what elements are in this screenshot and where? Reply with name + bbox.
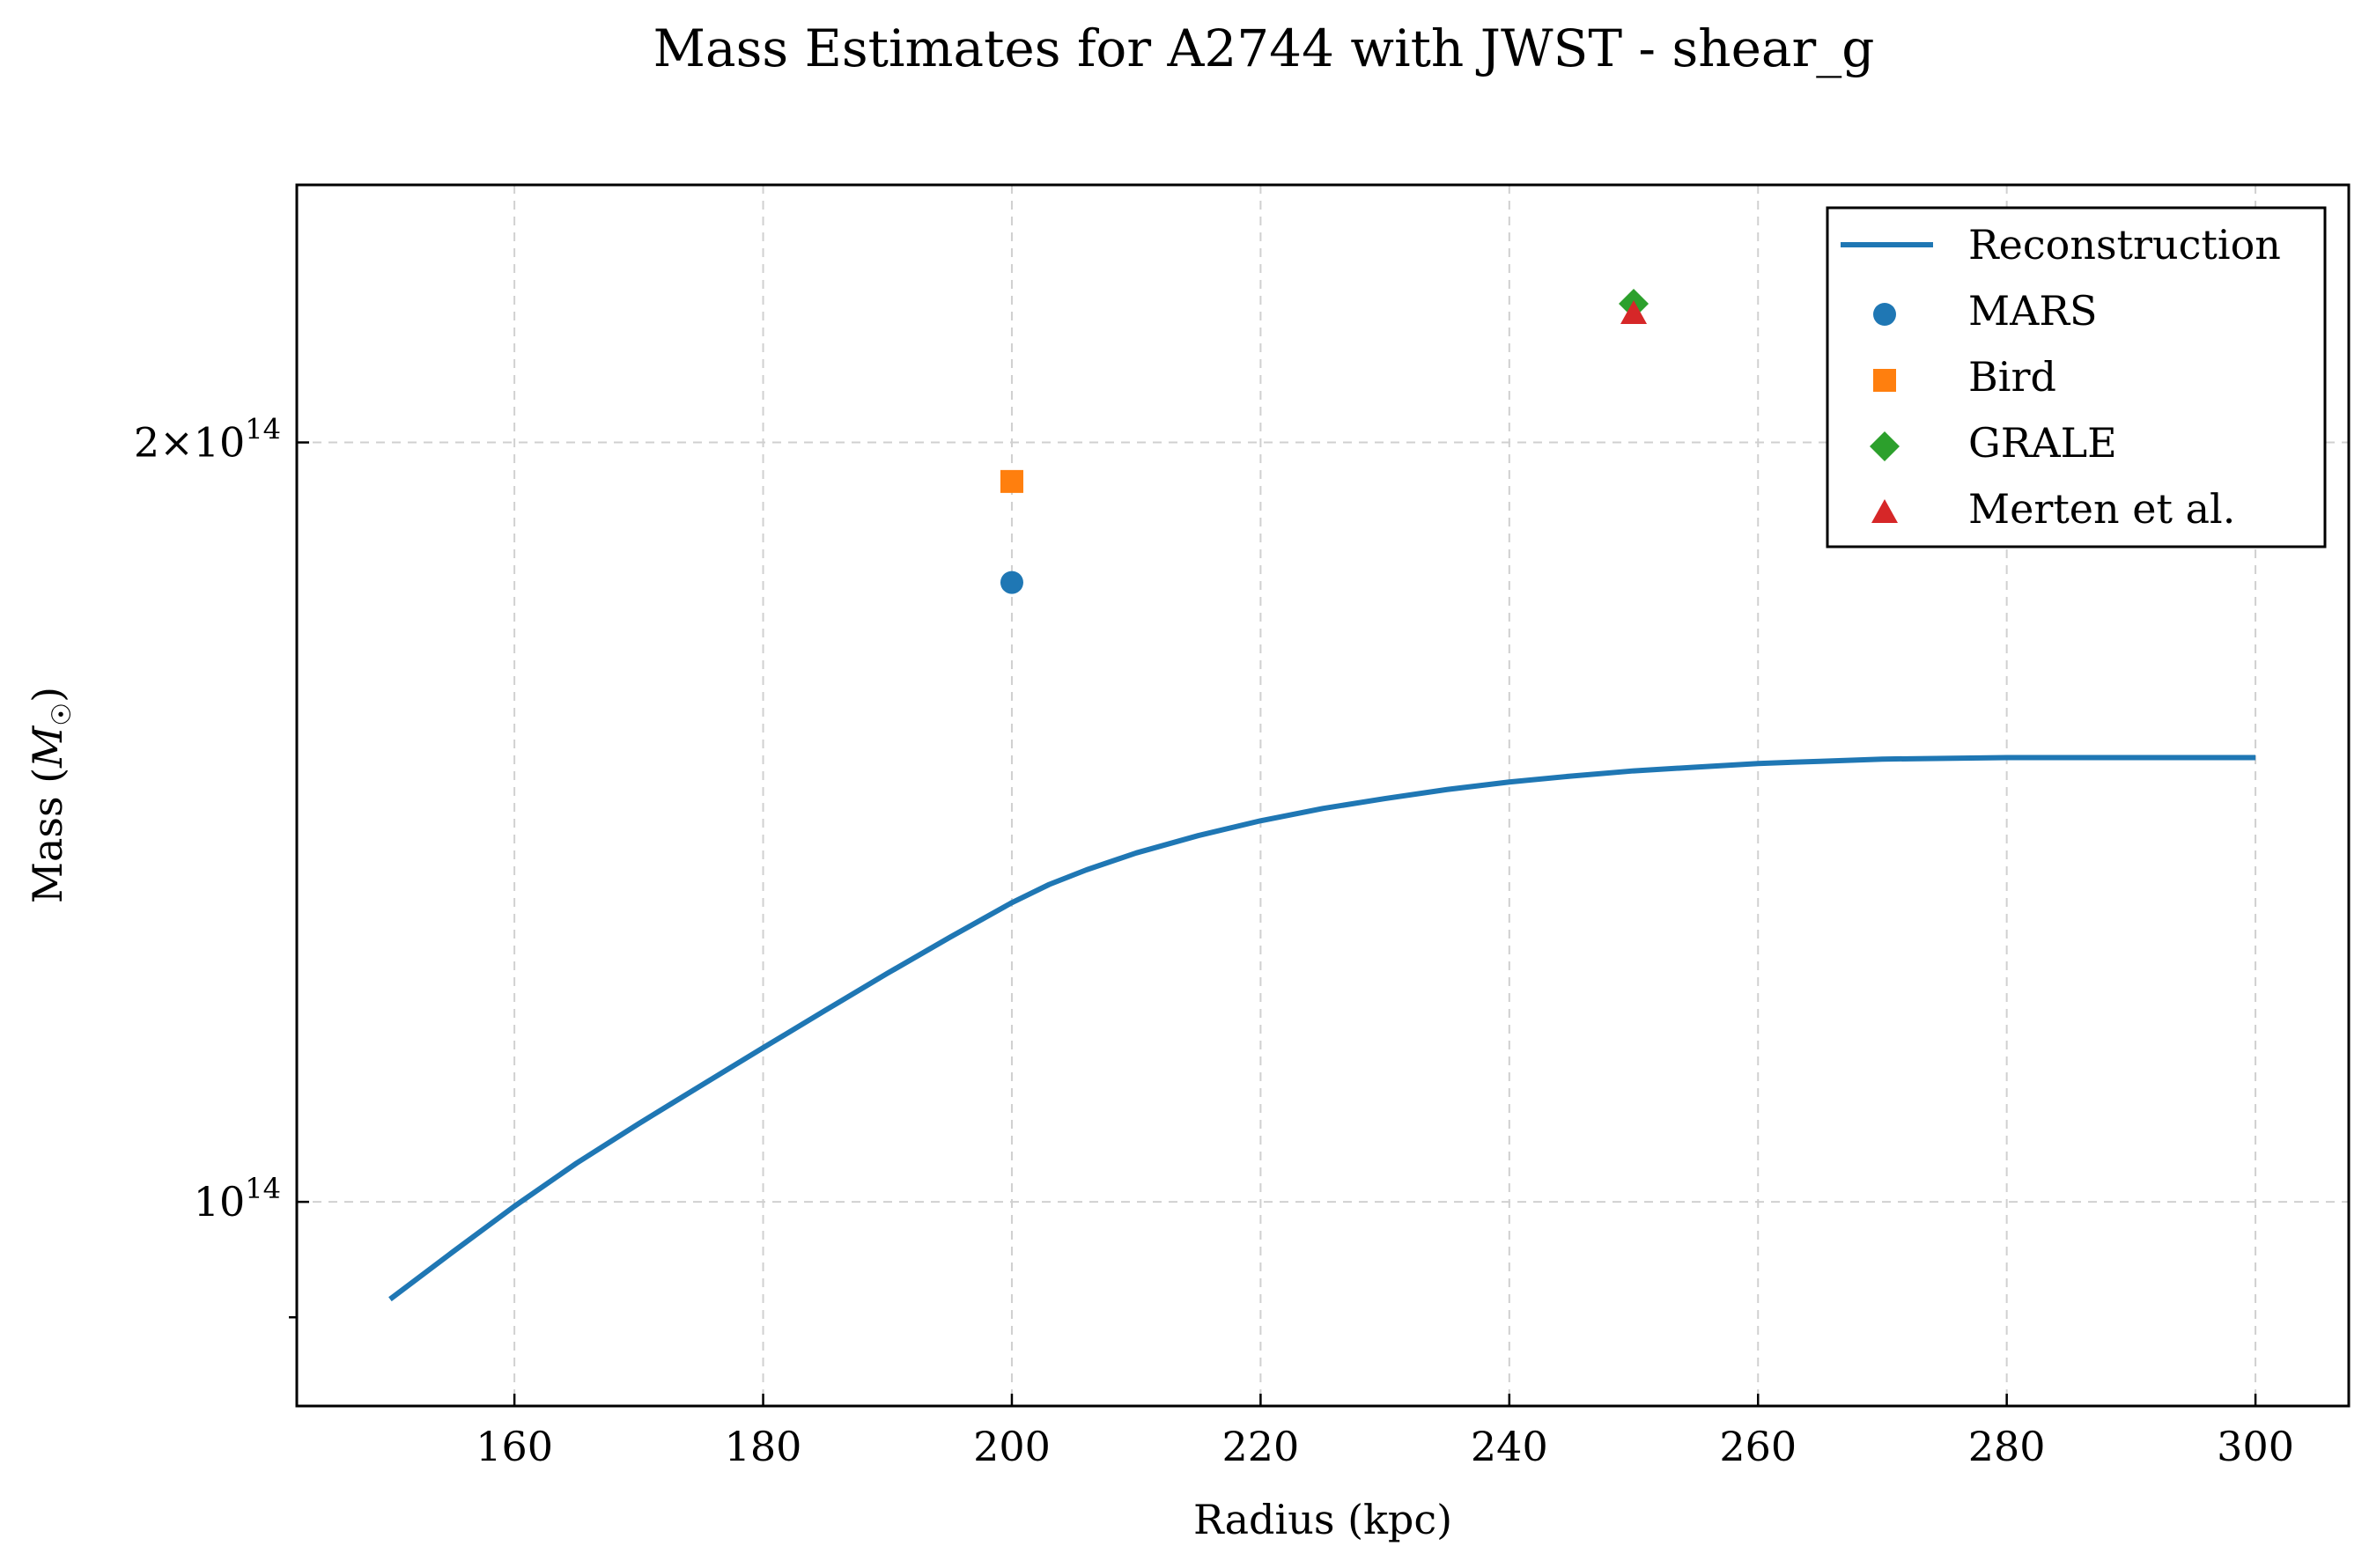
x-axis-label: Radius (kpc) xyxy=(1193,1496,1452,1543)
x-tick-label: 260 xyxy=(1719,1423,1797,1470)
legend-swatch-mars xyxy=(1873,303,1896,326)
x-tick-label: 180 xyxy=(725,1423,802,1470)
y-axis-label-prefix: Mass ( xyxy=(24,768,71,903)
y-axis-label-suffix: ) xyxy=(24,687,71,703)
y-axis-label-subscript: ☉ xyxy=(47,703,77,726)
axes xyxy=(295,183,2351,1408)
plot-series xyxy=(388,288,2256,1302)
x-tick-label: 200 xyxy=(973,1423,1051,1470)
legend-label-merten-et-al: Merten et al. xyxy=(1968,485,2235,533)
legend-swatch-bird xyxy=(1873,369,1896,392)
x-tick-label: 300 xyxy=(2217,1423,2294,1470)
data-point-mars xyxy=(1000,571,1023,594)
legend: Reconstruction MARS Bird GRALE Merten et al. xyxy=(1826,206,2327,548)
legend-label-mars: MARS xyxy=(1968,287,2097,335)
tick-marks: 160 180 200 220 240 260 280 300 1014 2×1014 xyxy=(134,413,2294,1470)
legend-swatch-merten-et-al xyxy=(1871,499,1898,523)
chart-title: Mass Estimates for A2744 with JWST - she… xyxy=(653,18,1875,78)
x-tick-label: 220 xyxy=(1221,1423,1299,1470)
x-tick-label: 240 xyxy=(1471,1423,1548,1470)
x-tick-label: 160 xyxy=(476,1423,553,1470)
legend-frame xyxy=(1826,206,2327,548)
data-point-merten-et-al xyxy=(1620,299,1648,324)
y-tick-label: 2×1014 xyxy=(134,413,281,467)
y-axis-label: Mass (M☉) xyxy=(24,687,77,903)
legend-label-bird: Bird xyxy=(1968,353,2056,401)
series-line-reconstruction xyxy=(388,755,2256,1302)
plot-frame xyxy=(295,183,2351,1408)
data-point-bird xyxy=(1000,469,1023,493)
legend-swatch-grale xyxy=(1870,431,1900,461)
y-axis-label-symbol: M xyxy=(24,725,71,769)
legend-label-reconstruction: Reconstruction xyxy=(1968,221,2281,269)
legend-label-grale: GRALE xyxy=(1968,419,2117,467)
x-tick-label: 280 xyxy=(1968,1423,2046,1470)
grid-lines xyxy=(297,185,2349,1406)
y-tick-label: 1014 xyxy=(194,1172,281,1226)
